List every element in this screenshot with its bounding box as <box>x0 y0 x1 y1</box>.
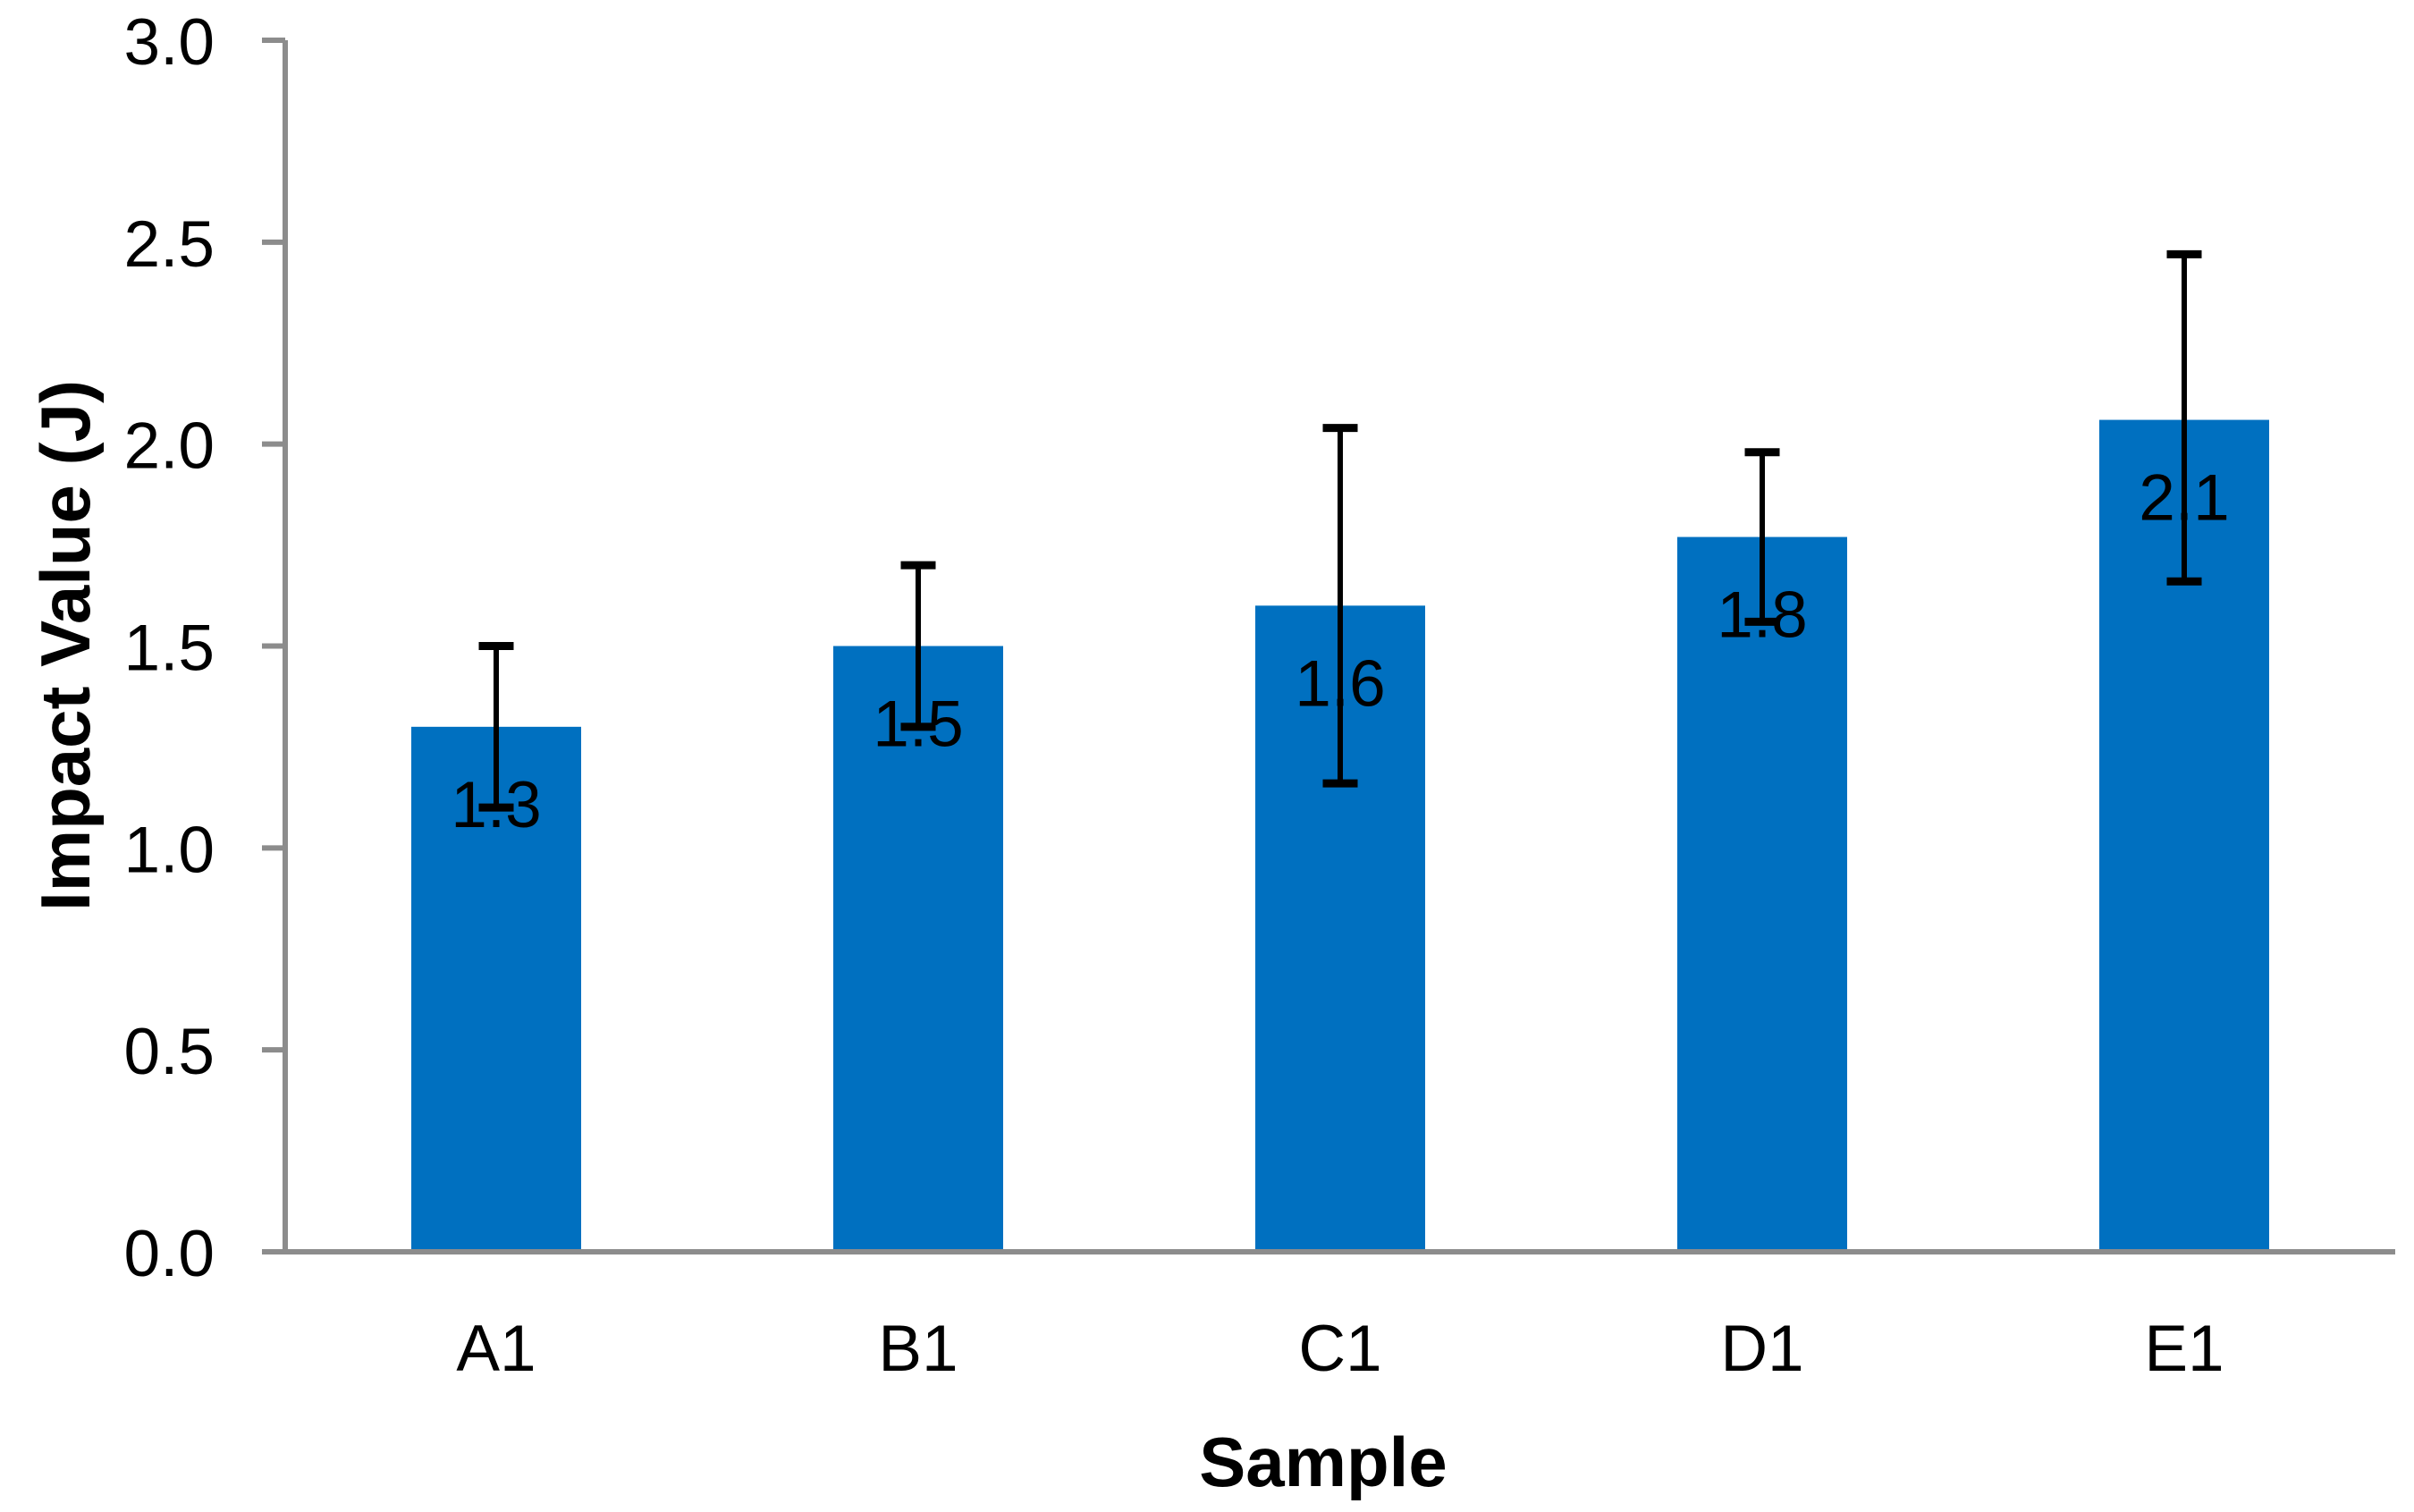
y-tick-label-1.5: 1.5 <box>124 612 215 685</box>
y-tick-label-1.0: 1.0 <box>124 814 215 886</box>
error-bars-layer <box>478 249 2202 812</box>
x-tick-label-D1: D1 <box>1720 1313 1803 1385</box>
y-tick-label-0.0: 0.0 <box>124 1218 215 1290</box>
bar-value-label-E1: 2.1 <box>2139 462 2229 535</box>
y-tick-label-2.5: 2.5 <box>124 208 215 281</box>
bar-B1 <box>833 646 1003 1252</box>
x-tick-label-C1: C1 <box>1298 1313 1381 1385</box>
bar-value-label-D1: 1.8 <box>1717 579 1807 652</box>
y-tick-label-3.0: 3.0 <box>124 6 215 79</box>
x-axis-title: Sample <box>1199 1423 1447 1501</box>
x-tick-label-A1: A1 <box>456 1313 536 1385</box>
x-tick-label-E1: E1 <box>2144 1313 2224 1385</box>
axes-layer <box>262 38 2395 1254</box>
bar-D1 <box>1677 536 1847 1252</box>
y-tick-label-2.0: 2.0 <box>124 410 215 483</box>
y-tick-label-0.5: 0.5 <box>124 1016 215 1088</box>
labels-layer: 0.0 0.5 1.0 1.5 2.0 2.5 3.0 A1 B1 C1 D1 E1 1.3 1.5 1.6… <box>124 6 2230 1385</box>
bar-value-label-B1: 1.5 <box>873 688 963 761</box>
bar-value-label-C1: 1.6 <box>1295 647 1385 720</box>
y-axis-title: Impact Value (J) <box>26 380 105 911</box>
bar-value-label-A1: 1.3 <box>451 769 541 841</box>
bars-layer <box>411 419 2269 1253</box>
bar-A1 <box>411 726 581 1252</box>
x-tick-label-B1: B1 <box>878 1313 958 1385</box>
